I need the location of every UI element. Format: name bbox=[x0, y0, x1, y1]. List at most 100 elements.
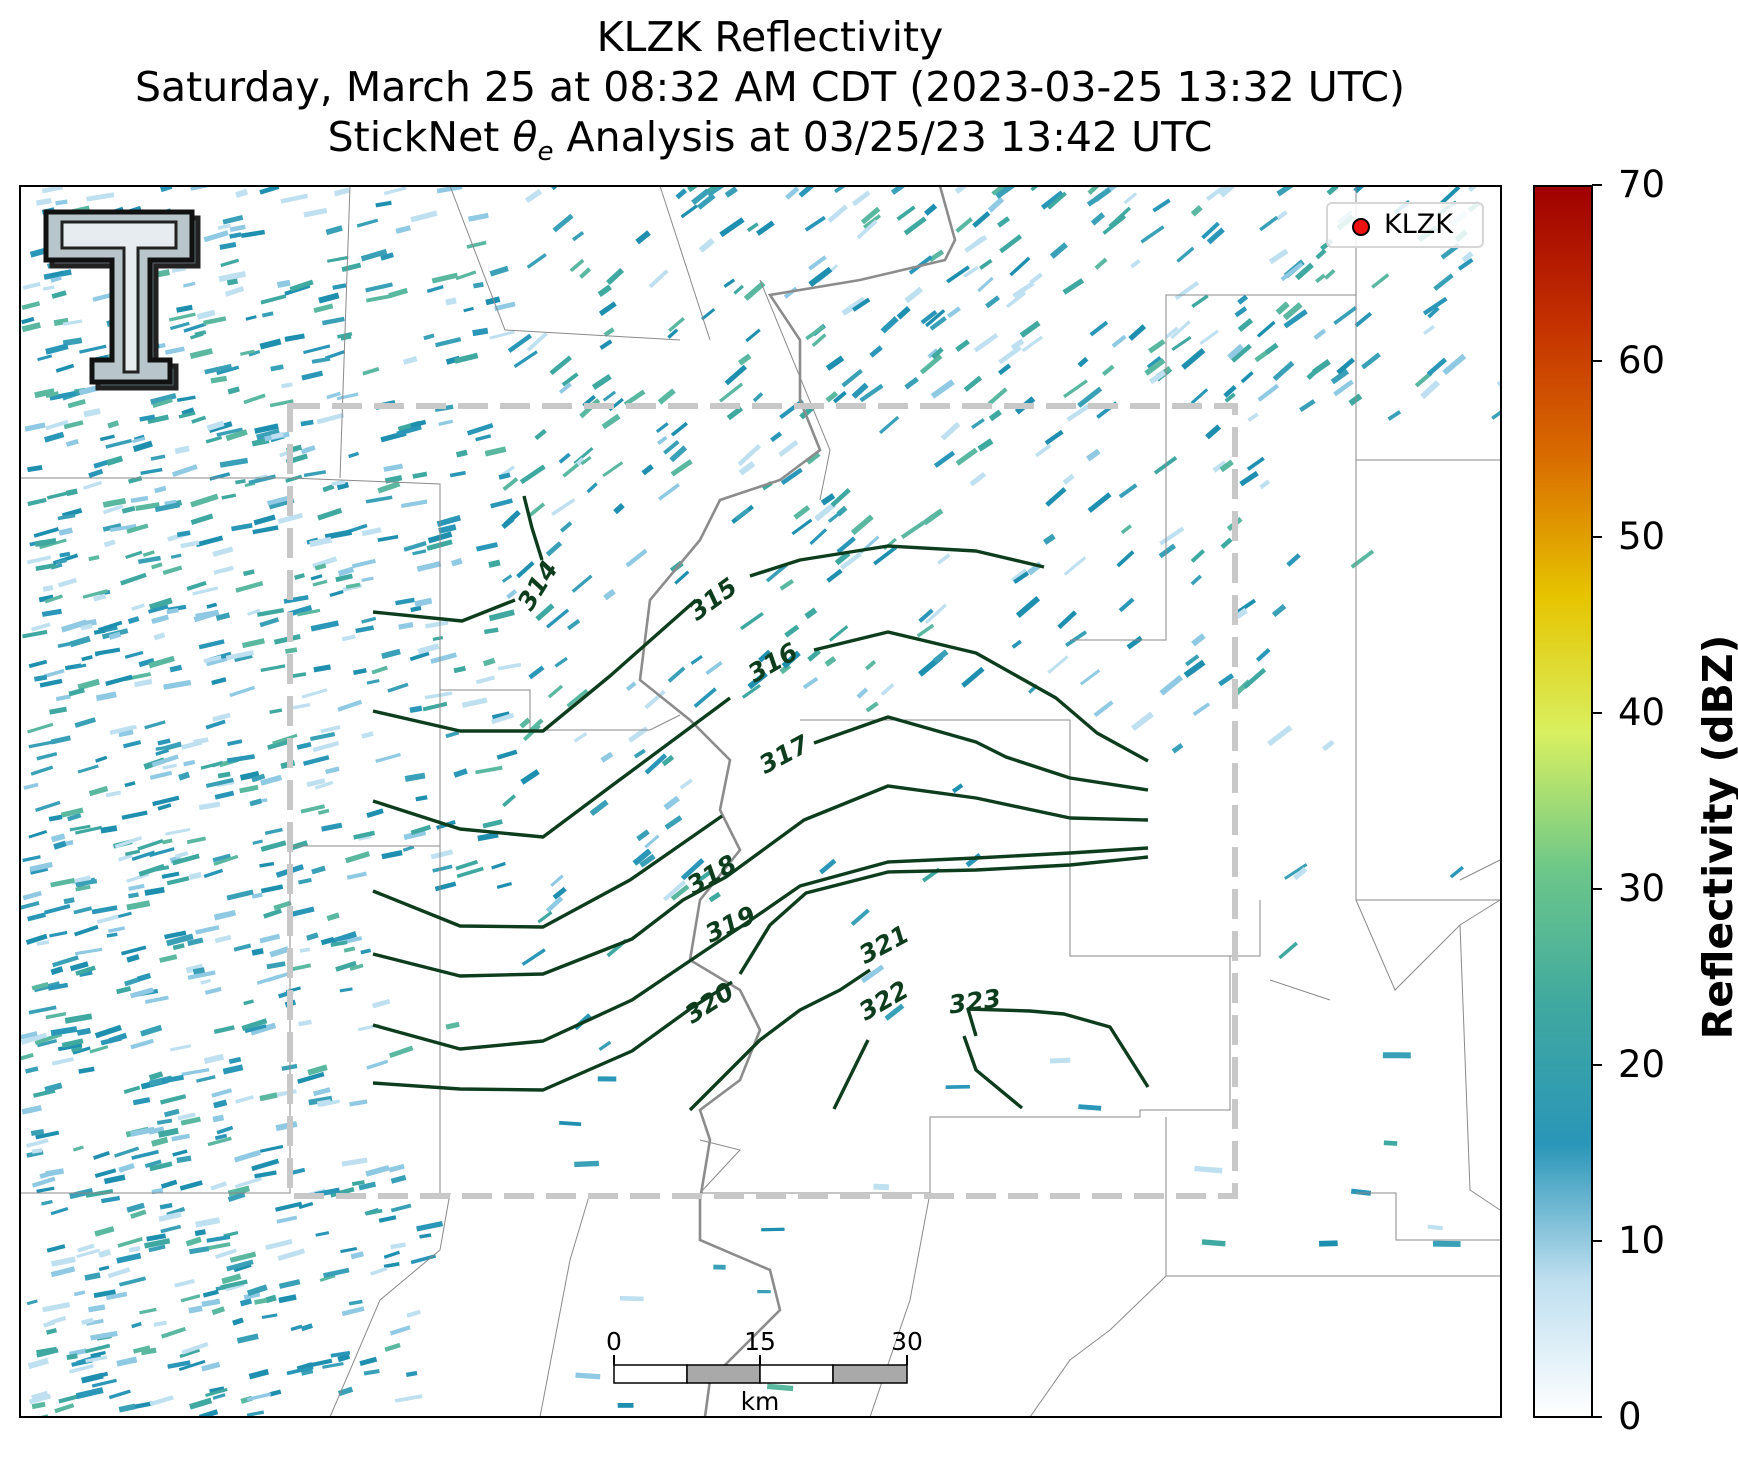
echo-streak bbox=[211, 1306, 225, 1316]
echo-streak bbox=[283, 595, 309, 604]
contour-319 bbox=[372, 846, 1149, 1051]
echo-streak bbox=[834, 186, 857, 194]
echo-streak bbox=[298, 877, 312, 885]
echo-streak bbox=[29, 861, 53, 872]
echo-streak bbox=[106, 455, 124, 466]
echo-streak bbox=[1315, 273, 1326, 284]
echo-streak bbox=[232, 1317, 244, 1326]
echo-streak bbox=[336, 392, 359, 401]
echo-streak bbox=[107, 420, 120, 429]
echo-streak bbox=[68, 1363, 94, 1374]
echo-streak bbox=[606, 267, 625, 286]
echo-streak bbox=[182, 281, 196, 288]
echo-streak bbox=[879, 415, 900, 435]
echo-streak bbox=[1218, 673, 1235, 687]
echo-streak bbox=[102, 504, 124, 515]
echo-streak bbox=[149, 847, 175, 858]
echo-streak bbox=[83, 408, 101, 418]
echo-streak bbox=[526, 253, 547, 269]
echo-streak bbox=[1191, 294, 1209, 308]
echo-streak bbox=[185, 1236, 202, 1247]
echo-streak bbox=[243, 999, 254, 1006]
echo-streak bbox=[170, 553, 182, 559]
echo-streak bbox=[108, 1389, 131, 1400]
echo-streak bbox=[597, 1076, 617, 1082]
echo-streak bbox=[1118, 597, 1135, 613]
echo-streak bbox=[1205, 424, 1222, 440]
echo-streak bbox=[81, 1317, 94, 1326]
echo-streak bbox=[146, 1233, 167, 1242]
echo-streak bbox=[216, 1125, 234, 1135]
echo-streak bbox=[213, 909, 237, 921]
echo-streak bbox=[28, 829, 48, 839]
echo-streak bbox=[42, 1301, 71, 1313]
echo-streak bbox=[162, 565, 183, 576]
echo-streak bbox=[724, 364, 748, 386]
echo-streak bbox=[176, 304, 193, 313]
echo-streak bbox=[114, 1146, 140, 1158]
echo-streak bbox=[38, 594, 54, 603]
echo-streak bbox=[1128, 324, 1147, 341]
echo-streak bbox=[600, 751, 614, 763]
echo-streak bbox=[952, 783, 964, 794]
echo-streak bbox=[308, 1095, 333, 1106]
echo-streak bbox=[569, 258, 585, 273]
echo-streak bbox=[20, 901, 40, 910]
contour-322 bbox=[832, 1039, 870, 1110]
echo-streak bbox=[406, 1309, 421, 1318]
colorbar-tick-60: 60 bbox=[1618, 339, 1666, 382]
echo-streak bbox=[26, 555, 52, 565]
echo-streak bbox=[64, 1013, 93, 1024]
echo-streak bbox=[1077, 356, 1089, 368]
echo-streak bbox=[1299, 399, 1316, 412]
echo-streak bbox=[919, 354, 943, 375]
echo-streak bbox=[1047, 655, 1069, 674]
echo-streak bbox=[1049, 1057, 1071, 1064]
echo-streak bbox=[212, 1114, 225, 1123]
echo-streak bbox=[188, 871, 202, 880]
echo-streak bbox=[307, 1064, 328, 1076]
echo-streak bbox=[69, 1188, 94, 1200]
echo-streak bbox=[188, 1246, 210, 1255]
echo-streak bbox=[1057, 610, 1077, 630]
echo-streak bbox=[602, 461, 624, 478]
echo-streak bbox=[256, 428, 281, 441]
echo-streak bbox=[1148, 339, 1166, 354]
echo-streak bbox=[1272, 360, 1295, 382]
echo-streak bbox=[325, 766, 340, 775]
echo-streak bbox=[94, 1168, 117, 1178]
echo-streak bbox=[383, 186, 407, 196]
echo-streak bbox=[1449, 865, 1464, 879]
echo-streak bbox=[752, 392, 764, 403]
echo-streak bbox=[1065, 630, 1088, 648]
echo-streak bbox=[1049, 242, 1068, 259]
echo-streak bbox=[69, 635, 91, 648]
echo-streak bbox=[310, 620, 339, 632]
echo-streak bbox=[824, 656, 837, 667]
echo-streak bbox=[361, 616, 377, 624]
echo-streak bbox=[351, 558, 376, 569]
echo-streak bbox=[205, 435, 223, 444]
echo-streak bbox=[190, 493, 219, 508]
echo-streak bbox=[1442, 353, 1467, 376]
echo-streak bbox=[217, 223, 231, 230]
echo-streak bbox=[161, 871, 180, 879]
echo-streak bbox=[929, 316, 947, 331]
echo-streak bbox=[36, 751, 58, 761]
echo-streak bbox=[240, 349, 255, 356]
echo-streak bbox=[1426, 357, 1447, 377]
scale-segment-1 bbox=[613, 1364, 688, 1384]
echo-streak bbox=[80, 623, 93, 631]
echo-streak bbox=[316, 412, 345, 425]
echo-streak bbox=[1239, 470, 1259, 487]
echo-streak bbox=[865, 701, 879, 713]
echo-streak bbox=[1234, 306, 1248, 318]
echo-streak bbox=[438, 524, 457, 534]
echo-streak bbox=[301, 1368, 314, 1376]
echo-streak bbox=[890, 186, 905, 195]
echo-streak bbox=[36, 1346, 58, 1357]
echo-streak bbox=[254, 423, 279, 434]
echo-streak bbox=[416, 1221, 444, 1232]
echo-streak bbox=[139, 1307, 157, 1315]
